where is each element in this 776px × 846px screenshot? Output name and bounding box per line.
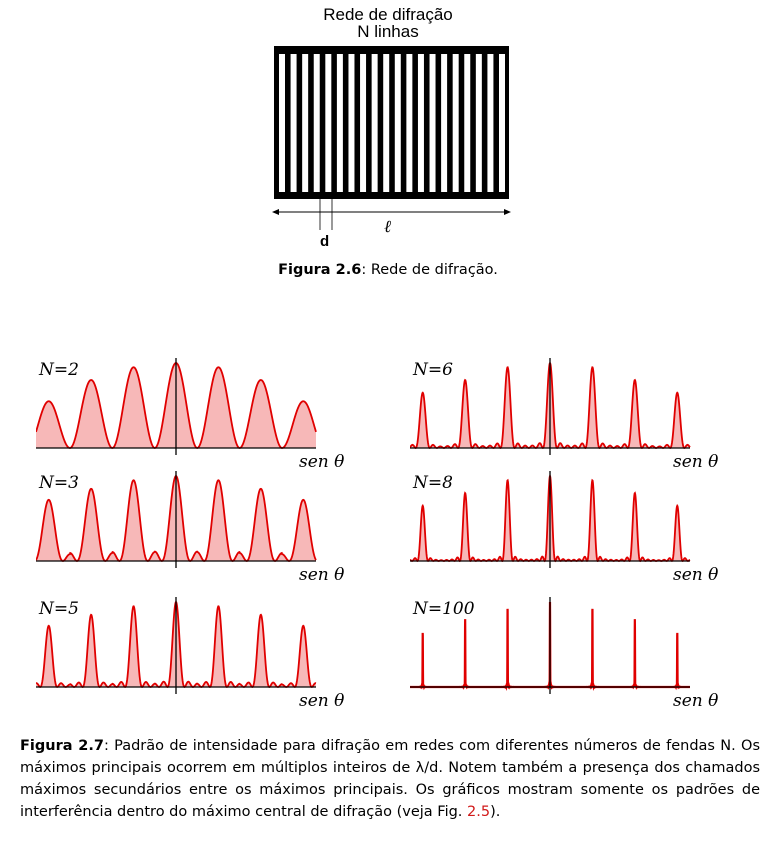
x-axis-label: sen θ [299,691,344,711]
panel-n3: N=3 sen θ [36,468,366,588]
grating-slit [302,54,309,192]
figure-2-6-label: Figura 2.6 [278,262,362,278]
grating-slit [360,54,367,192]
figure-2-7-label: Figura 2.7 [20,738,104,754]
n-label: N=3 [38,473,79,493]
panel-n2: N=2 sen θ [36,355,366,475]
length-label: ℓ [384,217,391,237]
grating-slit [325,54,332,192]
grating-slit [371,54,378,192]
grating-slit [279,54,285,192]
panel-n5: N=5 sen θ [36,594,366,714]
grating-slit [290,54,297,192]
grating-slit [429,54,436,192]
figure-2-5-link[interactable]: 2.5 [467,804,491,820]
n-label: N=8 [412,473,453,493]
x-axis-label: sen θ [299,565,344,585]
grating-slit [464,54,471,192]
figure-2-7-caption: Figura 2.7: Padrão de intensidade para d… [20,735,760,823]
grating-slit [313,54,320,192]
x-axis-label: sen θ [673,691,718,711]
panel-n6: N=6 sen θ [410,355,740,475]
grating-slit [475,54,482,192]
d-label: d [320,233,329,250]
n-label: N=5 [38,599,79,619]
n-label: N=2 [38,360,79,380]
x-axis-label: sen θ [673,565,718,585]
diffraction-grating-diagram: d ℓ [272,46,511,250]
grating-slit [441,54,448,192]
n-label: N=100 [412,599,475,619]
grating-slit [394,54,401,192]
figure-2-6-text: : Rede de difração. [361,262,498,278]
grating-slits [279,54,505,192]
grating-slit [499,54,505,192]
arrow-right-icon [504,209,511,215]
grating-slit [383,54,390,192]
panel-n100: N=100 sen θ [410,594,740,714]
grating-title: Rede de difração [323,5,453,24]
panel-n8: N=8 sen θ [410,468,740,588]
figure-2-7-text-end: ). [490,804,501,820]
grating-slit [452,54,459,192]
x-axis-label: sen θ [299,452,344,472]
figure-2-7-text: : Padrão de intensidade para difração em… [20,738,760,820]
grating-subtitle: N linhas [357,22,419,41]
grating-slit [348,54,355,192]
x-axis-label: sen θ [673,452,718,472]
grating-slit [487,54,494,192]
arrow-left-icon [272,209,279,215]
figure-2-6-caption: Figura 2.6: Rede de difração. [0,262,776,278]
grating-slit [406,54,413,192]
n-label: N=6 [412,360,453,380]
grating-slit [336,54,343,192]
grating-frame [274,46,509,199]
grating-slit [417,54,424,192]
